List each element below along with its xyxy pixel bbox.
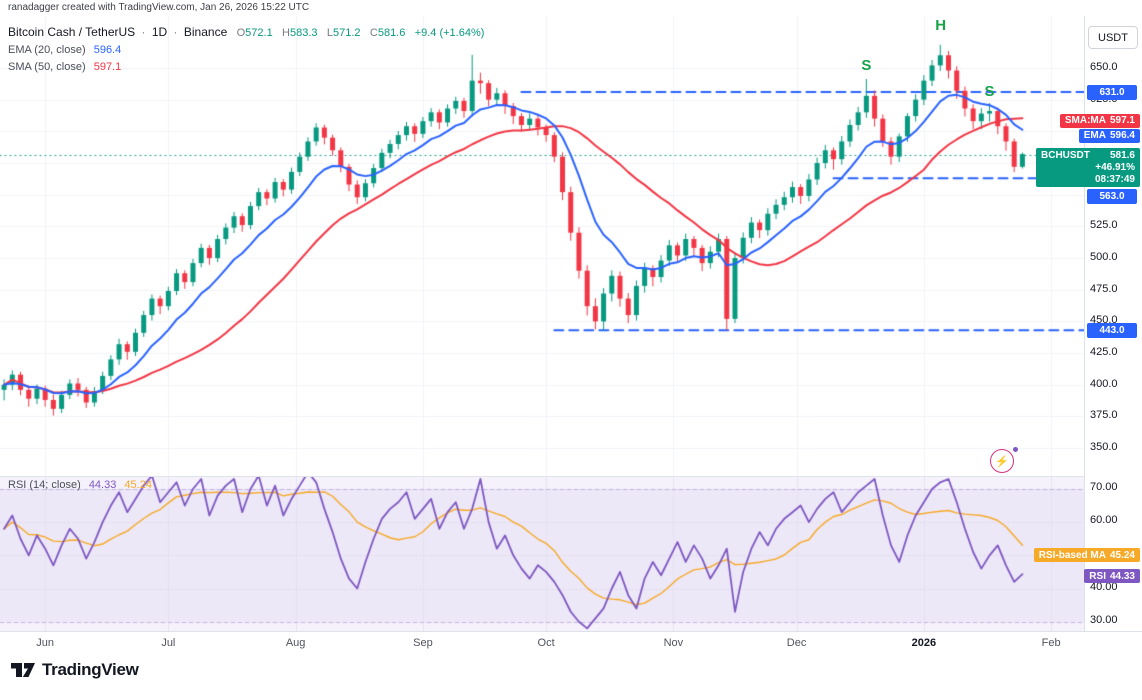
tradingview-logo-text[interactable]: TradingView: [42, 660, 139, 679]
price-axis-label: 525.0: [1090, 219, 1118, 232]
notification-dot-icon: [1013, 447, 1018, 452]
pattern-label-s: S: [984, 82, 995, 100]
price-axis-label: 350.0: [1090, 441, 1118, 454]
symbol-title-row[interactable]: Bitcoin Cash / TetherUS · 1D · Binance O…: [8, 24, 484, 41]
badge-price: 581.6: [1109, 149, 1135, 161]
price-axis-label: 500.0: [1090, 251, 1118, 264]
sma-legend-row[interactable]: SMA (50, close) 597.1: [8, 59, 484, 75]
sma-label: SMA (50, close): [8, 61, 86, 73]
footer: TradingView: [10, 660, 139, 680]
boost-lightning-icon[interactable]: ⚡: [990, 449, 1014, 473]
badge-change-pct: +46.91%: [1095, 161, 1135, 173]
indicator-price-badge: EMA 596.4: [1078, 128, 1140, 143]
time-axis-tick[interactable]: 2026: [911, 637, 937, 649]
badge-label: SMA:MA: [1064, 115, 1106, 127]
time-axis-tick[interactable]: Jul: [161, 637, 176, 649]
rsi-chart-canvas[interactable]: [0, 477, 1084, 632]
badge-symbol: BCHUSDT: [1041, 149, 1090, 161]
ema-label: EMA (20, close): [8, 44, 86, 56]
interval-label[interactable]: 1D: [151, 25, 168, 39]
indicator-price-badge: SMA:MA 597.1: [1059, 113, 1140, 128]
ema-legend-row[interactable]: EMA (20, close) 596.4: [8, 42, 484, 58]
badge-value: 44.33: [1109, 570, 1135, 582]
sma-value: 597.1: [93, 61, 122, 73]
open-label: O: [236, 27, 246, 39]
badge-label: RSI: [1089, 570, 1106, 582]
time-axis-tick[interactable]: Feb: [1041, 637, 1061, 649]
time-axis-tick[interactable]: Sep: [413, 637, 433, 649]
rsi-ma-value: 45.24: [124, 479, 152, 491]
rsi-pane: [0, 476, 1084, 632]
price-axis-label: 400.0: [1090, 377, 1118, 390]
badge-value: 597.1: [1109, 115, 1135, 127]
pattern-label-h: H: [935, 16, 947, 34]
badge-value: 45.24: [1109, 549, 1135, 561]
close-label: C: [369, 27, 378, 39]
price-level-badge: 563.0: [1087, 188, 1137, 204]
price-level-badge: 443.0: [1087, 323, 1137, 339]
symbol-legend: Bitcoin Cash / TetherUS · 1D · Binance O…: [8, 24, 484, 75]
rsi-axis-label: 30.00: [1090, 613, 1118, 626]
time-axis-tick[interactable]: Nov: [663, 637, 684, 649]
price-pane: [0, 16, 1084, 476]
time-axis-tick[interactable]: Dec: [786, 637, 807, 649]
tradingview-logo-icon[interactable]: [10, 660, 36, 680]
change-value: +9.4 (+1.64%): [414, 27, 485, 39]
rsi-value-badge: RSI 44.33: [1084, 569, 1140, 584]
high-label: H: [282, 27, 290, 39]
price-axis-label: 650.0: [1090, 60, 1118, 73]
close-value: 581.6: [377, 27, 406, 39]
high-value: 583.3: [290, 27, 318, 39]
last-price-badge: BCHUSDT 581.6 +46.91% 08:37:49: [1036, 147, 1140, 187]
currency-button[interactable]: USDT: [1088, 26, 1138, 49]
price-axis-label: 425.0: [1090, 346, 1118, 359]
separator: ·: [173, 25, 178, 39]
badge-value: 596.4: [1109, 130, 1135, 142]
time-axis-tick[interactable]: Oct: [537, 637, 555, 649]
chart-attribution: ranadagger created with TradingView.com,…: [8, 2, 310, 13]
price-chart-canvas[interactable]: [0, 16, 1084, 476]
rsi-axis-label: 40.00: [1090, 580, 1118, 593]
price-axis-label: 475.0: [1090, 282, 1118, 295]
pattern-label-s: S: [861, 57, 872, 75]
badge-countdown: 08:37:49: [1094, 173, 1135, 185]
badge-label: RSI-based MA: [1038, 549, 1106, 561]
separator: ·: [141, 25, 146, 39]
exchange-label: Binance: [183, 25, 228, 39]
price-axis-label: 375.0: [1090, 409, 1118, 422]
low-label: L: [326, 27, 333, 39]
rsi-value-badge: RSI-based MA 45.24: [1033, 548, 1140, 563]
open-value: 572.1: [245, 27, 273, 39]
symbol-name: Bitcoin Cash / TetherUS: [8, 25, 136, 39]
ema-value: 596.4: [93, 44, 122, 56]
rsi-label: RSI (14; close): [8, 479, 81, 491]
time-axis-tick[interactable]: Aug: [285, 637, 306, 649]
price-level-badge: 631.0: [1087, 85, 1137, 101]
rsi-legend-row[interactable]: RSI (14; close) 44.33 45.24: [8, 479, 152, 491]
rsi-value: 44.33: [88, 479, 117, 491]
badge-label: EMA: [1083, 130, 1106, 142]
rsi-axis-label: 60.00: [1090, 514, 1118, 527]
rsi-axis-label: 70.00: [1090, 480, 1118, 493]
time-axis-tick[interactable]: Jun: [36, 637, 55, 649]
time-scale[interactable]: [0, 631, 1142, 656]
low-value: 571.2: [333, 27, 361, 39]
